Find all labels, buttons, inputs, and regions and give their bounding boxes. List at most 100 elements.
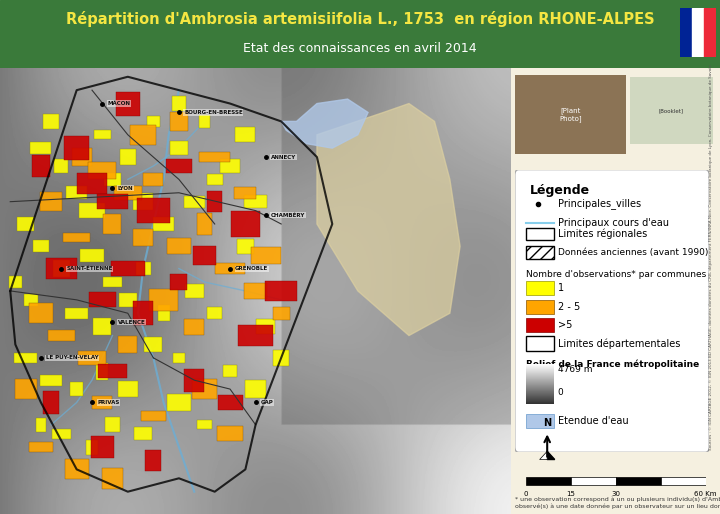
Bar — [66, 187, 87, 199]
Bar — [149, 289, 178, 311]
Text: 1: 1 — [557, 283, 564, 293]
Text: 2 - 5: 2 - 5 — [557, 302, 580, 311]
Bar — [158, 305, 170, 321]
Text: LYON: LYON — [117, 186, 133, 191]
Bar — [184, 369, 204, 392]
Text: 30: 30 — [611, 491, 620, 498]
Text: PRIVAS: PRIVAS — [97, 400, 120, 405]
Bar — [92, 396, 112, 409]
Bar — [91, 436, 114, 458]
Text: GRENOBLE: GRENOBLE — [235, 266, 269, 271]
Bar — [102, 468, 122, 489]
Text: BOURG-EN-BRESSE: BOURG-EN-BRESSE — [184, 110, 243, 115]
Text: 0: 0 — [523, 491, 528, 498]
Bar — [661, 477, 706, 485]
Bar — [217, 395, 243, 410]
Text: 60 Km: 60 Km — [694, 491, 717, 498]
Bar — [17, 217, 34, 231]
Bar — [114, 186, 142, 200]
Bar — [97, 194, 128, 209]
Bar — [145, 450, 161, 471]
Bar — [184, 196, 205, 208]
Text: ANNECY: ANNECY — [271, 155, 296, 159]
Bar — [274, 350, 289, 365]
Bar — [43, 114, 59, 129]
Bar — [119, 292, 137, 307]
Bar — [102, 277, 122, 287]
Bar — [32, 241, 49, 252]
Text: Etendue d'eau: Etendue d'eau — [557, 416, 628, 426]
Bar — [86, 439, 99, 455]
Text: 15: 15 — [566, 491, 575, 498]
Bar — [88, 162, 117, 179]
Bar — [220, 159, 240, 173]
Bar — [98, 364, 127, 378]
Bar — [207, 307, 222, 319]
Polygon shape — [282, 99, 368, 148]
Bar — [207, 174, 222, 185]
Bar — [116, 91, 140, 116]
Text: Principaux cours d'eau: Principaux cours d'eau — [557, 218, 669, 228]
Text: Principales_villes: Principales_villes — [557, 198, 641, 209]
Text: Légende: Légende — [531, 183, 590, 197]
Text: 0: 0 — [557, 388, 563, 397]
Text: [Booklet]: [Booklet] — [659, 108, 684, 113]
Bar — [53, 260, 70, 277]
Bar — [133, 229, 153, 246]
Bar — [526, 414, 554, 428]
Bar — [55, 159, 68, 173]
Bar — [273, 307, 289, 320]
Text: [Plant
Photo]: [Plant Photo] — [559, 107, 582, 122]
Bar — [197, 420, 212, 429]
Text: LE PUY-EN-VELAY: LE PUY-EN-VELAY — [46, 355, 99, 360]
Bar — [526, 300, 554, 314]
Bar — [153, 217, 174, 231]
Bar — [36, 418, 46, 432]
Bar — [72, 148, 92, 166]
Bar — [14, 379, 37, 399]
Bar — [167, 238, 191, 254]
Bar — [24, 294, 37, 306]
Bar — [104, 173, 121, 186]
Bar — [199, 152, 230, 162]
Text: Etat des connaissances en avril 2014: Etat des connaissances en avril 2014 — [243, 42, 477, 56]
Text: MÂCON: MÂCON — [107, 101, 130, 106]
Text: SAINT-ÉTIENNE: SAINT-ÉTIENNE — [66, 266, 113, 271]
Bar — [167, 394, 191, 411]
Bar — [245, 380, 266, 398]
Bar — [70, 382, 84, 396]
Bar — [526, 228, 554, 241]
Bar — [173, 353, 185, 363]
Bar — [144, 337, 163, 352]
Bar — [29, 303, 53, 323]
Bar — [237, 239, 253, 254]
Bar — [207, 191, 222, 212]
Bar — [217, 426, 243, 441]
FancyBboxPatch shape — [515, 170, 709, 452]
Bar — [29, 442, 53, 452]
Text: GAP: GAP — [261, 400, 274, 405]
Bar — [40, 192, 63, 211]
Bar — [526, 318, 554, 332]
Bar — [48, 330, 75, 341]
Text: Répartition d'Ambrosia artemisiifolia L., 1753  en région RHONE-ALPES: Répartition d'Ambrosia artemisiifolia L.… — [66, 11, 654, 27]
Bar — [40, 375, 62, 386]
Bar — [526, 477, 571, 485]
Bar — [680, 8, 693, 57]
Bar — [32, 155, 50, 177]
Bar — [76, 173, 107, 194]
Bar — [199, 115, 210, 128]
Bar — [197, 213, 212, 235]
Bar — [184, 284, 204, 298]
Text: Limites régionales: Limites régionales — [557, 229, 647, 239]
Text: >5: >5 — [557, 320, 572, 330]
Bar — [79, 203, 104, 218]
Bar — [526, 281, 554, 296]
Text: CHAMBÉRY: CHAMBÉRY — [271, 213, 305, 217]
Bar — [184, 319, 204, 335]
Bar — [9, 276, 22, 288]
Bar — [235, 187, 256, 198]
Bar — [571, 477, 616, 485]
Text: Limites départementales: Limites départementales — [557, 338, 680, 348]
Bar — [166, 159, 192, 173]
